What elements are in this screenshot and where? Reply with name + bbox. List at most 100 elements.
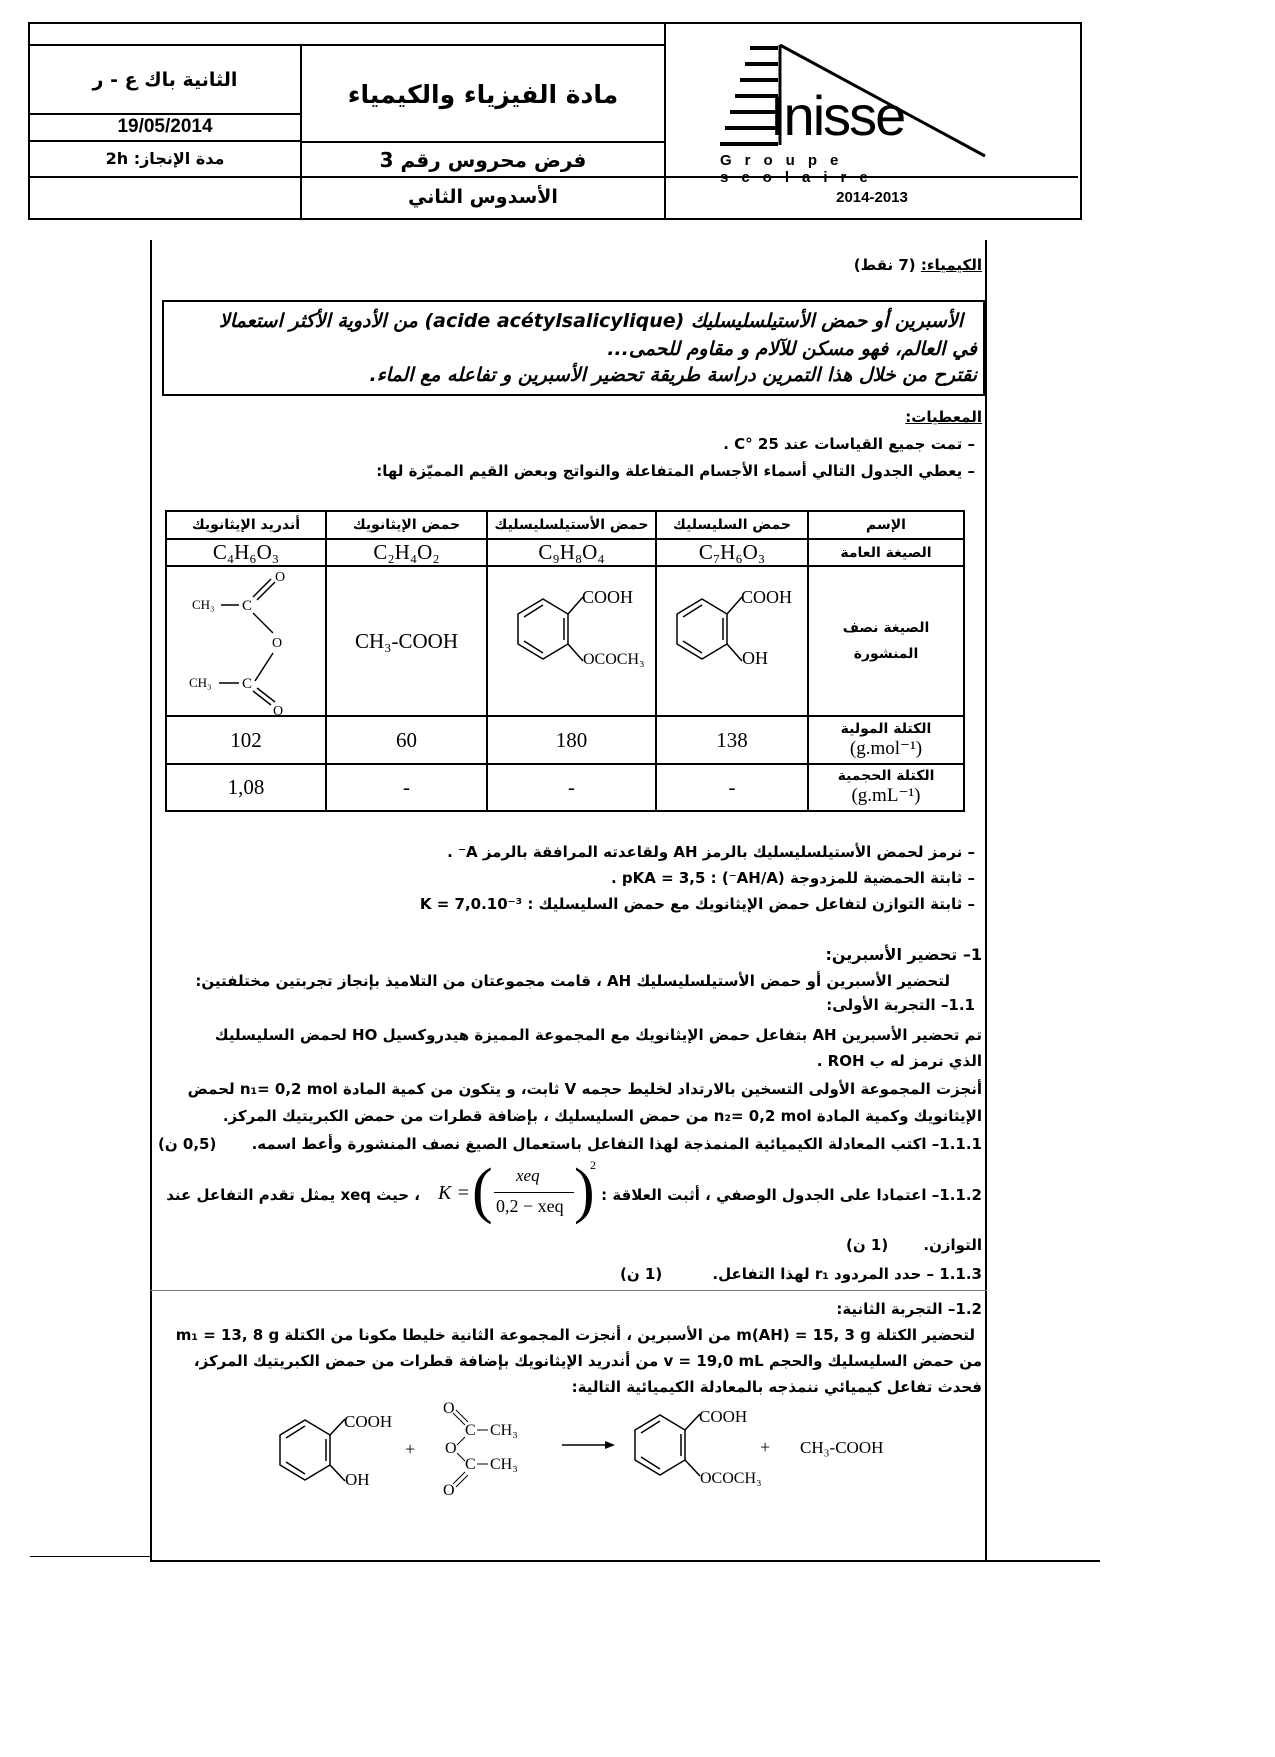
question-points: (1 ن)	[845, 1236, 889, 1254]
row-label-unit: (g.mol⁻¹)	[849, 737, 923, 759]
given-line: – تمت جميع القياسات عند 25 °C .	[723, 435, 975, 453]
intro-line: الأسبرين أو حمض الأستيلسليسليك (acide ac…	[219, 310, 963, 332]
formula-exponent: 2	[590, 1158, 596, 1172]
aspirin-structure: COOH OCOCH₃	[486, 565, 657, 717]
footer-line	[30, 1556, 150, 1557]
exp1-line: الذي نرمز له ب ROH .	[816, 1052, 982, 1070]
row-label: الكتلة المولية (g.mol⁻¹)	[807, 715, 965, 765]
divider	[664, 22, 666, 218]
exp2-title: 1.2– التجربة الثانية:	[836, 1300, 982, 1318]
frame-bottom	[150, 1560, 1100, 1562]
table-row: 1,08 - - - الكتلة الحجمية (g.mL⁻¹)	[165, 763, 965, 812]
row-label-text: الكتلة المولية	[840, 720, 932, 737]
question-points: (0,5 ن)	[158, 1135, 217, 1153]
given-line: – نرمز لحمض الأستيلسليسليك بالرمز AH ولق…	[447, 843, 975, 861]
intro-line: في العالم، فهو مسكن للآلام و مقاوم للحمى…	[607, 338, 977, 360]
table-cell: حمض السليسليك	[655, 510, 809, 540]
divider	[300, 44, 302, 218]
logo-name: Inisse	[770, 84, 906, 147]
question-points: (1 ن)	[619, 1265, 663, 1283]
divider	[28, 44, 666, 46]
exam-date: 19/05/2014	[117, 116, 213, 137]
table-cell: -	[655, 763, 809, 812]
intro-box: الأسبرين أو حمض الأستيلسليسليك (acide ac…	[162, 300, 985, 396]
question-text: 1.1.1– اكتب المعادلة الكيميائية المنمذجة…	[251, 1135, 982, 1153]
svg-text:C: C	[242, 598, 252, 614]
svg-text:CH₃: CH₃	[192, 597, 215, 612]
svg-text:OH: OH	[345, 1470, 370, 1489]
svg-text:O: O	[273, 704, 283, 715]
divider	[28, 176, 1078, 178]
exp1-line: الإيثانويك وكمية المادة n₂= 0,2 mol من ح…	[222, 1107, 982, 1125]
exp2-line: من حمض السليسليك والحجم v = 19,0 mL من أ…	[193, 1352, 982, 1370]
given-line: – ثابتة الحمضية للمزدوجة (AH/A⁻) : pKA =…	[610, 869, 975, 887]
formula-paren-right: )	[574, 1157, 595, 1225]
svg-text:OCOCH₃: OCOCH₃	[583, 651, 645, 668]
exam-duration: مدة الإنجاز: 2h	[105, 148, 225, 168]
svg-text:O: O	[443, 1482, 455, 1499]
svg-text:CH₃-COOH: CH₃-COOH	[800, 1438, 883, 1457]
section-name: الكيمياء:	[920, 256, 982, 274]
divider	[28, 140, 300, 142]
logo-graphic	[720, 43, 986, 158]
formula-denominator: 0,2 − xeq	[496, 1196, 564, 1216]
svg-text:COOH: COOH	[699, 1407, 747, 1426]
svg-text:O: O	[275, 570, 285, 585]
question-1-1-3: 1.1.3 – حدد المردود r₁ لهذا التفاعل. (1 …	[620, 1265, 982, 1283]
svg-text:CH₃: CH₃	[189, 675, 212, 690]
compounds-table: أندريد الإيثانويك حمض الإيثانويك حمض الأ…	[165, 510, 965, 812]
exp2-line: لتحضير الكتلة m(AH) = 15, 3 g من الأسبري…	[175, 1326, 975, 1344]
row-label-text: الكتلة الحجمية	[837, 768, 935, 784]
exam-number: فرض محروس رقم 3	[379, 147, 587, 172]
svg-text:OH: OH	[742, 648, 768, 668]
logo-subtitle: Groupe scolaire	[720, 152, 881, 186]
svg-text:O: O	[272, 636, 282, 651]
school-year: 2014-2013	[836, 188, 908, 206]
question-1-1-2: 1.1.2– اعتمادا على الجدول الوصفي ، أثبت …	[601, 1186, 982, 1204]
svg-text:C: C	[465, 1422, 476, 1439]
anhydride-diagram: CH₃ C O O CH₃ C O	[189, 570, 285, 715]
reaction-diagram: COOH OH + O C CH₃ O C CH₃ O COOH OCOCH₃ …	[279, 1400, 883, 1499]
exp1-line: أنجزت المجموعة الأولى التسخين بالارتداد …	[187, 1080, 982, 1098]
row-label: الكتلة الحجمية (g.mL⁻¹)	[807, 763, 965, 812]
table-cell: C₉H₈O₄	[486, 538, 657, 567]
section-points: (7 نقط)	[853, 256, 916, 274]
header-box	[28, 22, 1082, 220]
given-line: – ثابتة التوازن لتفاعل حمض الإيثانويك مع…	[419, 895, 975, 913]
subject-title: مادة الفيزياء والكيمياء	[347, 79, 619, 109]
svg-text:COOH: COOH	[741, 587, 792, 607]
table-cell: أندريد الإيثانويك	[165, 510, 327, 540]
given-line: – يعطي الجدول التالي أسماء الأجسام المتف…	[376, 462, 975, 480]
row-label-unit: (g.mL⁻¹)	[851, 785, 921, 806]
table-cell: -	[324, 763, 489, 812]
table-cell: حمض الإيثانويك	[324, 510, 489, 540]
anhydride-structure: CH₃ C O O CH₃ C O	[165, 565, 327, 717]
svg-text:O: O	[445, 1440, 457, 1457]
table-cell: 1,08	[165, 763, 327, 812]
exp1-line: تم تحضير الأسبرين AH بتفاعل حمض الإيثانو…	[214, 1026, 982, 1044]
formula-paren-left: (	[472, 1157, 493, 1225]
table-cell: 60	[324, 715, 489, 765]
table-row: 102 60 180 138 الكتلة المولية (g.mol⁻¹)	[165, 715, 965, 765]
table-cell: حمض الأستيلسليسليك	[486, 510, 657, 540]
table-row: CH₃ C O O CH₃ C O CH₃-COOH	[165, 565, 965, 717]
table-cell: C₇H₆O₃	[655, 538, 809, 567]
frame-left	[150, 240, 152, 1562]
svg-text:COOH: COOH	[344, 1412, 392, 1431]
svg-text:C: C	[242, 676, 252, 692]
question-1-1-2-cont: ، حيث xeq يمثل تقدم التفاعل عند	[166, 1186, 420, 1204]
table-cell: 180	[486, 715, 657, 765]
divider	[300, 141, 666, 143]
table-cell: 138	[655, 715, 809, 765]
aspirin-diagram: COOH OCOCH₃	[517, 587, 645, 668]
reaction-equation: COOH OH + O C CH₃ O C CH₃ O COOH OCOCH₃ …	[260, 1395, 980, 1505]
question-1-1-1: 1.1.1– اكتب المعادلة الكيميائية المنمذجة…	[158, 1135, 982, 1153]
acetic-acid-structure: CH₃-COOH	[324, 565, 489, 717]
table-row: C₄H₆O₃ C₂H₄O₂ C₉H₈O₄ C₇H₆O₃ الصيغة العام…	[165, 538, 965, 567]
table-cell: C₄H₆O₃	[165, 538, 327, 567]
frame-right	[985, 240, 987, 1562]
svg-text:O: O	[443, 1400, 455, 1417]
table-cell: C₂H₄O₂	[324, 538, 489, 567]
svg-text:+: +	[760, 1437, 770, 1457]
exp1-title: 1.1– التجربة الأولى:	[826, 996, 975, 1014]
